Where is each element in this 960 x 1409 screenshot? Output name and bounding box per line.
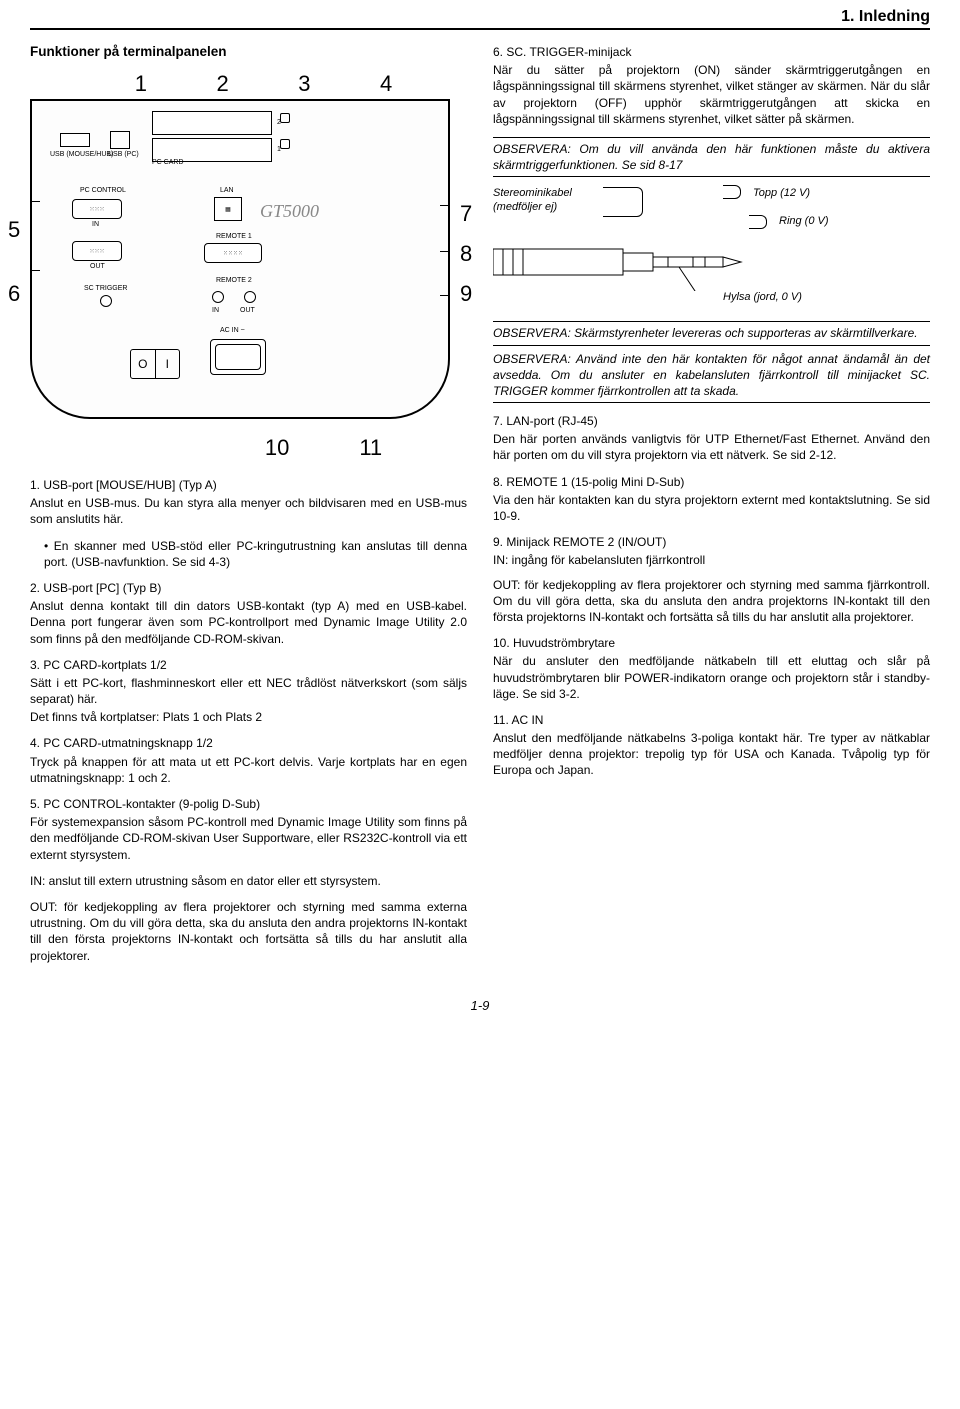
eject-button-1-icon [280,139,290,149]
item2-title: 2. USB-port [PC] (Typ B) [30,580,467,596]
callout-11: 11 [359,435,382,461]
item7-body: Den här porten används vanligtvis för UT… [493,431,930,463]
minijack-plug-icon [493,231,793,291]
pc-control-out-port-icon: ⁙⁙⁙ [72,241,122,261]
item3-body2: Det finns två kortplatser: Plats 1 och P… [30,709,467,725]
item9-body2: OUT: för kedjekoppling av flera projekto… [493,577,930,626]
minijack-diagram: Stereominikabel (medföljer ej) Topp (12 … [493,187,930,307]
label-lan: LAN [220,187,234,194]
page-number: 1-9 [30,998,930,1013]
item3-title: 3. PC CARD-kortplats 1/2 [30,657,467,673]
item5-body3: OUT: för kedjekoppling av flera projekto… [30,899,467,964]
remote2-in-jack-icon [212,291,224,303]
label-usb-pc: USB (PC) [108,151,139,158]
item4-body: Tryck på knappen för att mata ut ett PC-… [30,754,467,786]
item2-body: Anslut denna kontakt till din dators USB… [30,598,467,647]
item3-body: Sätt i ett PC-kort, flashminneskort elle… [30,675,467,707]
callout-7: 7 [460,201,472,227]
label-remote1: REMOTE 1 [216,233,252,240]
label-pc-card: PC CARD [152,159,184,166]
item10-title: 10. Huvudströmbrytare [493,635,930,651]
callout-10: 10 [265,435,289,461]
callout-4: 4 [380,71,392,97]
section-header: 1. Inledning [30,0,930,30]
note-warning: OBSERVERA: Använd inte den här kontakten… [493,348,930,404]
right-line-8 [440,251,448,263]
diagram-top-callouts: 1 2 3 4 [30,67,467,99]
label-remote2: REMOTE 2 [216,277,252,284]
left-bracket-5 [32,201,40,271]
callout-6: 6 [8,281,20,307]
label-usb-mouse: USB (MOUSE/HUB) [50,151,113,158]
note-screen: OBSERVERA: Skärmstyrenheter levereras oc… [493,321,930,345]
item5-body2: IN: anslut till extern utrustning såsom … [30,873,467,889]
callout-9: 9 [460,281,472,307]
jack-tip: Topp (12 V) [753,187,810,199]
switch-on: I [156,350,180,378]
jack-stereo1: Stereominikabel [493,187,572,199]
item5-title: 5. PC CONTROL-kontakter (9-polig D-Sub) [30,796,467,812]
callout-2: 2 [217,71,229,97]
item11-title: 11. AC IN [493,712,930,728]
jack-ring: Ring (0 V) [779,215,829,227]
jack-stereo2: (medföljer ej) [493,201,557,213]
item10-body: När du ansluter den medföljande nätkabel… [493,653,930,702]
switch-off: O [131,350,156,378]
panel-title: Funktioner på terminalpanelen [30,44,467,59]
label-pc-control: PC CONTROL [80,187,126,194]
right-line-7 [440,205,448,217]
callout-8: 8 [460,241,472,267]
note-trigger: OBSERVERA: Om du vill använda den här fu… [493,137,930,177]
item4-title: 4. PC CARD-utmatningsknapp 1/2 [30,735,467,751]
item7-title: 7. LAN-port (RJ-45) [493,413,930,429]
item6-body: När du sätter på projektorn (ON) sänder … [493,62,930,127]
callout-3: 3 [298,71,310,97]
eject-button-2-icon [280,113,290,123]
pc-card-slot-2-icon [152,111,272,135]
label-remote2-out: OUT [240,307,255,314]
lan-port-icon: ▦ [214,197,242,221]
callout-5: 5 [8,217,20,243]
label-ac-in: AC IN ~ [220,327,245,334]
item6-title: 6. SC. TRIGGER-minijack [493,44,930,60]
label-sc-trigger: SC TRIGGER [84,285,127,292]
remote1-port-icon: ⁙⁙⁙⁙ [204,243,262,263]
label-pc-control-in: IN [92,221,99,228]
ac-in-port-icon [210,339,266,375]
jack-sleeve: Hylsa (jord, 0 V) [723,291,802,303]
label-pc-control-out: OUT [90,263,105,270]
item1-body: Anslut en USB-mus. Du kan styra alla men… [30,495,467,527]
callout-1: 1 [135,71,147,97]
item11-body: Anslut den medföljande nätkabelns 3-poli… [493,730,930,779]
power-switch-icon: O I [130,349,180,379]
usb-pc-port-icon [110,131,130,149]
label-remote2-in: IN [212,307,219,314]
item1-bullet: • En skanner med USB-stöd eller PC-kring… [44,538,467,570]
item5-body: För systemexpansion såsom PC-kontroll me… [30,814,467,863]
item9-title: 9. Minijack REMOTE 2 (IN/OUT) [493,534,930,550]
item8-title: 8. REMOTE 1 (15-polig Mini D-Sub) [493,474,930,490]
sc-trigger-jack-icon [100,295,112,307]
remote2-out-jack-icon [244,291,256,303]
diagram-bottom-callouts: 10 11 [30,429,467,477]
model-label: GT5000 [260,201,319,222]
right-line-9 [440,295,448,307]
item8-body: Via den här kontakten kan du styra proje… [493,492,930,524]
item9-body1: IN: ingång för kabelansluten fjärrkontro… [493,552,930,568]
usb-mouse-port-icon [60,133,90,147]
item1-title: 1. USB-port [MOUSE/HUB] (Typ A) [30,477,467,493]
terminal-panel-diagram: USB (MOUSE/HUB) USB (PC) 2 1 PC CARD PC … [30,99,450,419]
pc-control-in-port-icon: ⁙⁙⁙ [72,199,122,219]
